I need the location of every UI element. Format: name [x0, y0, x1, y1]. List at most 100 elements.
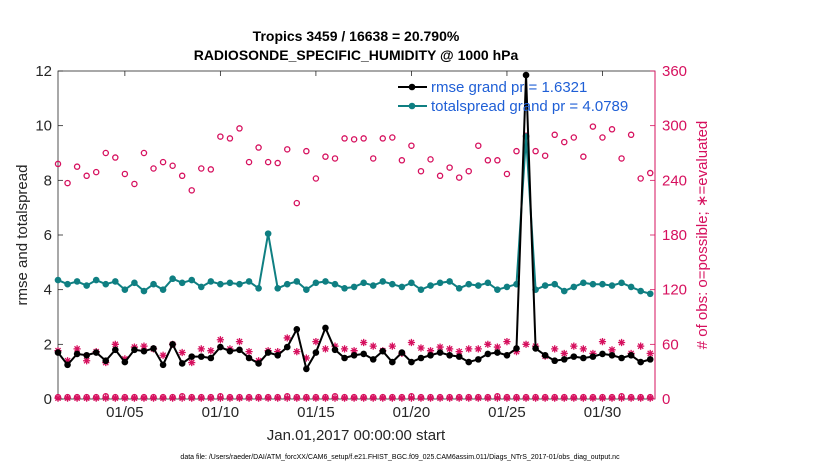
rmse-point — [322, 324, 329, 332]
obs-evaluated-point — [608, 346, 616, 354]
obs-evaluated-zero-point — [92, 394, 100, 402]
obs-evaluated-point — [446, 345, 454, 353]
obs-possible-point — [637, 175, 644, 182]
totalspread-point — [245, 278, 253, 285]
rmse-point — [150, 345, 157, 352]
obs-evaluated-point — [140, 342, 148, 350]
obs-evaluated-zero-point — [455, 394, 463, 402]
rmse-point — [341, 354, 348, 362]
obs-possible-point — [283, 146, 291, 153]
totalspread-point — [494, 286, 501, 293]
totalspread-point — [484, 279, 492, 287]
obs-evaluated-zero-point — [360, 394, 368, 402]
legend-spread-marker — [408, 102, 416, 110]
totalspread-point — [608, 282, 616, 289]
obs-evaluated-zero-point — [283, 394, 291, 402]
obs-evaluated-zero-point — [589, 394, 597, 402]
totalspread-point — [293, 278, 301, 285]
obs-evaluated-point — [617, 338, 626, 347]
rmse-point — [245, 354, 253, 362]
obs-possible-point — [627, 131, 635, 139]
obs-evaluated-point — [646, 349, 654, 358]
totalspread-point — [112, 278, 119, 285]
rmse-point — [398, 349, 406, 356]
obs-evaluated-point — [551, 345, 559, 353]
obs-possible-point — [561, 138, 568, 146]
rmse-point — [474, 356, 482, 363]
rmse-point — [169, 341, 176, 348]
data-file-footnote: data file: /Users/raeder/DAI/ATM_forcXX/… — [180, 454, 620, 461]
obs-possible-point — [646, 169, 654, 177]
obs-possible-point — [532, 147, 539, 155]
legend-spread-label: totalspread grand pr = 4.0789 — [431, 98, 628, 115]
rmse-point — [226, 347, 234, 355]
rmse-point — [83, 351, 90, 359]
y-right-tick-label: 240 — [662, 172, 687, 189]
y-tick-label: 12 — [35, 63, 52, 80]
obs-evaluated-zero-point — [293, 394, 301, 402]
totalspread-point — [446, 278, 453, 285]
obs-evaluated-zero-point — [560, 394, 568, 402]
obs-possible-point — [369, 155, 377, 162]
totalspread-point — [369, 282, 377, 289]
obs-evaluated-point — [598, 338, 607, 346]
plot-area — [57, 70, 656, 400]
obs-evaluated-zero-point — [579, 394, 587, 402]
rmse-point — [360, 350, 367, 358]
totalspread-point — [92, 276, 100, 284]
rmse-point — [131, 346, 138, 354]
totalspread-point — [455, 285, 463, 292]
rmse-point — [350, 351, 358, 359]
obs-evaluated-zero-point — [474, 394, 482, 402]
y-axis-label: rmse and totalspread — [14, 165, 31, 306]
obs-evaluated-zero-point — [102, 394, 110, 402]
rmse-point — [541, 351, 549, 359]
obs-possible-point — [599, 134, 606, 141]
obs-possible-point — [589, 123, 597, 130]
rmse-point — [369, 356, 377, 363]
obs-evaluated-zero-point — [608, 394, 616, 402]
obs-evaluated-point — [188, 358, 196, 367]
obs-possible-point — [494, 157, 501, 164]
rmse-point — [207, 354, 215, 362]
obs-evaluated-point — [474, 345, 482, 353]
obs-possible-point — [455, 174, 463, 181]
totalspread-point — [131, 279, 138, 287]
obs-possible-point — [398, 157, 406, 164]
rmse-point — [188, 353, 196, 360]
totalspread-point — [589, 280, 597, 288]
obs-evaluated-zero-point — [226, 394, 234, 402]
rmse-point — [408, 358, 415, 366]
obs-evaluated-zero-point — [388, 394, 396, 402]
obs-possible-point — [274, 159, 281, 167]
obs-evaluated-point — [570, 342, 578, 350]
y-tick-label: 8 — [44, 172, 52, 189]
obs-evaluated-point — [503, 338, 511, 346]
obs-possible-point — [608, 126, 616, 133]
rmse-point — [159, 361, 167, 369]
totalspread-point — [331, 280, 339, 288]
obs-evaluated-point — [436, 343, 444, 351]
legend: rmse grand pr = 1.6321 totalspread grand… — [398, 79, 628, 115]
obs-evaluated-zero-point — [216, 394, 224, 402]
rmse-point — [178, 360, 186, 367]
obs-evaluated-zero-point — [188, 394, 196, 402]
obs-evaluated-zero-point — [436, 394, 444, 402]
obs-evaluated-zero-point — [235, 394, 244, 402]
obs-possible-point — [484, 157, 492, 164]
obs-possible-point — [618, 155, 625, 162]
obs-evaluated-zero-point — [493, 394, 501, 402]
obs-evaluated-point — [321, 345, 330, 353]
totalspread-point — [637, 287, 644, 295]
obs-evaluated-point — [245, 348, 253, 356]
totalspread-point — [322, 278, 329, 285]
totalspread-point — [207, 278, 215, 285]
obs-evaluated-zero-point — [54, 394, 62, 402]
obs-possible-point — [140, 149, 148, 157]
obs-evaluated-zero-point — [274, 394, 282, 402]
obs-evaluated-zero-point — [637, 394, 645, 402]
obs-possible-point — [322, 153, 329, 160]
obs-evaluated-zero-point — [598, 394, 607, 402]
y-right-tick-label: 180 — [662, 227, 687, 244]
obs-evaluated-zero-point — [321, 394, 330, 402]
